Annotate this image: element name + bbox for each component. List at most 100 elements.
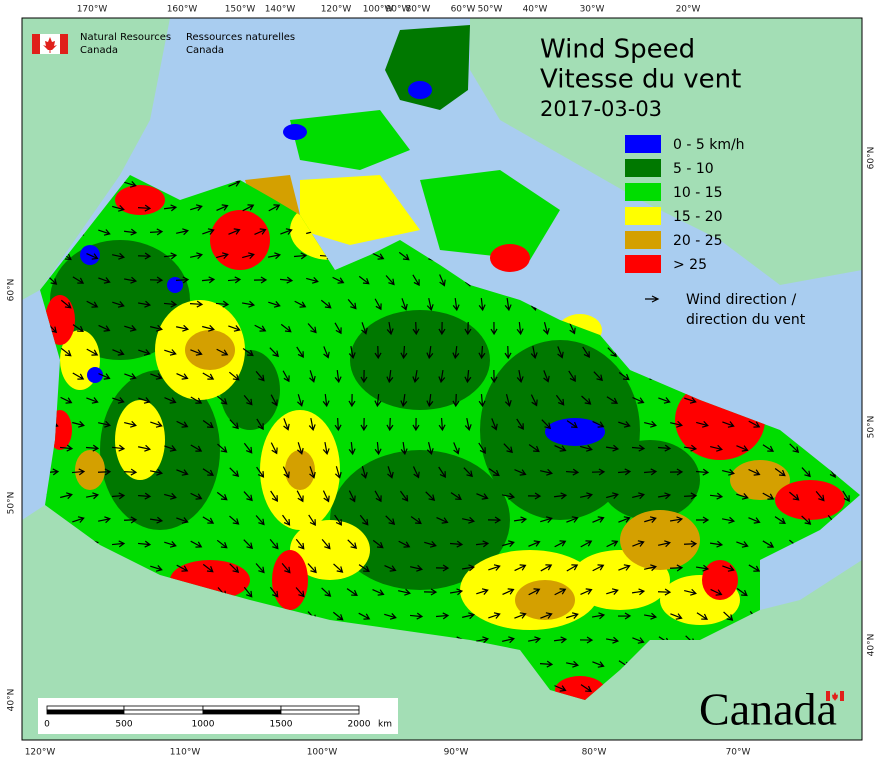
canada-wordmark: Canada [699, 684, 837, 735]
wind-arrow [176, 373, 189, 380]
wind-arrow [386, 369, 394, 384]
wind-arrow [123, 228, 138, 236]
wind-arrow [491, 418, 498, 431]
wind-arrow [736, 445, 749, 452]
wind-arrow [164, 445, 177, 452]
maple-leaf [43, 37, 57, 53]
wind-arrow [424, 540, 437, 548]
wind-arrow [568, 370, 576, 383]
wind-arrow [605, 444, 620, 452]
wind-arrow [748, 420, 761, 428]
wind-arrow [502, 588, 515, 596]
wind-arrow [475, 636, 490, 644]
wind-arrow [124, 420, 137, 428]
wind-arrow [72, 276, 85, 284]
wind-arrow [164, 397, 177, 404]
wind-arrow [321, 539, 331, 550]
wind-arrow [464, 369, 472, 384]
scale-segment [280, 705, 360, 711]
wind-arrow [372, 589, 385, 596]
wind-arrow [334, 369, 342, 384]
wind-arrow [593, 371, 603, 382]
wind-arrow [112, 349, 125, 356]
wind-arrow [150, 324, 163, 332]
wind-arrow [398, 540, 411, 548]
wind-zone [515, 580, 575, 620]
wind-arrow [86, 300, 99, 308]
island [420, 170, 560, 260]
wind-arrow [137, 300, 152, 308]
wind-arrow [112, 204, 125, 212]
wind-arrow [216, 348, 229, 356]
wind-arrow [475, 540, 490, 548]
wind-arrow [436, 517, 449, 524]
wind-arrow [461, 564, 476, 572]
wind-arrow [123, 468, 138, 476]
scale-label: 1000 [192, 720, 215, 730]
wind-arrow [307, 563, 317, 574]
wind-arrow [412, 321, 420, 336]
wind-arrow [216, 395, 228, 405]
wind-arrow [60, 347, 72, 357]
wind-arrow [438, 369, 446, 384]
wind-arrow [438, 417, 446, 432]
wind-arrow [581, 395, 592, 405]
wind-arrow [566, 612, 579, 619]
wind-arrow [501, 492, 516, 500]
legend-swatch [625, 135, 661, 153]
wind-arrow [334, 417, 342, 432]
scale-bar: 0 500 1000 1500 2000 km [38, 698, 398, 734]
wind-arrow [670, 420, 683, 428]
wind-arrow [358, 275, 370, 285]
wind-arrow [190, 252, 203, 260]
legend-label: 10 - 15 [673, 185, 723, 201]
wind-arrow [605, 636, 620, 644]
wind-arrow [279, 276, 294, 284]
wind-arrow [514, 469, 527, 476]
wind-arrow [176, 420, 189, 428]
wind-arrow [111, 540, 126, 548]
wind-arrow [228, 371, 240, 381]
wind-arrow [476, 588, 489, 595]
wind-arrow [606, 588, 619, 595]
wind-arrow [164, 349, 177, 356]
wind-arrow [618, 421, 631, 428]
wind-arrow [175, 276, 190, 284]
wind-arrow [228, 228, 241, 235]
wind-arrow [123, 276, 138, 284]
wind-zone [115, 185, 165, 215]
legend-swatch [625, 159, 661, 177]
wind-arrow [504, 345, 512, 360]
wind-arrow [580, 540, 593, 548]
wind-arrow [438, 466, 446, 478]
wind-arrow [453, 442, 460, 455]
wind-arrow [296, 346, 304, 359]
wind-arrow [412, 417, 420, 432]
wind-arrow [256, 466, 265, 478]
wind-arrow [149, 228, 164, 236]
wind-arrow [268, 204, 281, 212]
wind-arrow [255, 371, 265, 382]
wind-arrow [516, 369, 524, 384]
wind-arrow [568, 322, 576, 335]
scale-segment [202, 705, 282, 711]
wind-arrow [86, 348, 99, 356]
wind-arrow [426, 442, 434, 455]
wind-arrow [490, 369, 498, 384]
wind-arrow [374, 490, 382, 503]
wind-arrow [540, 516, 553, 524]
longitude-label: 100°W [363, 5, 394, 15]
wind-arrow [283, 418, 290, 431]
wind-arrow [360, 369, 368, 384]
wind-arrow [59, 444, 74, 452]
wind-arrow [215, 300, 230, 308]
wind-arrow [643, 468, 658, 476]
wind-arrow [543, 370, 550, 383]
wind-arrow [580, 588, 593, 595]
wind-arrow [426, 345, 434, 360]
wind-arrow [566, 516, 579, 523]
wind-arrow [528, 636, 542, 644]
wind-arrow [478, 393, 486, 408]
wind-arrow [606, 540, 619, 548]
wind-arrow [439, 274, 446, 287]
